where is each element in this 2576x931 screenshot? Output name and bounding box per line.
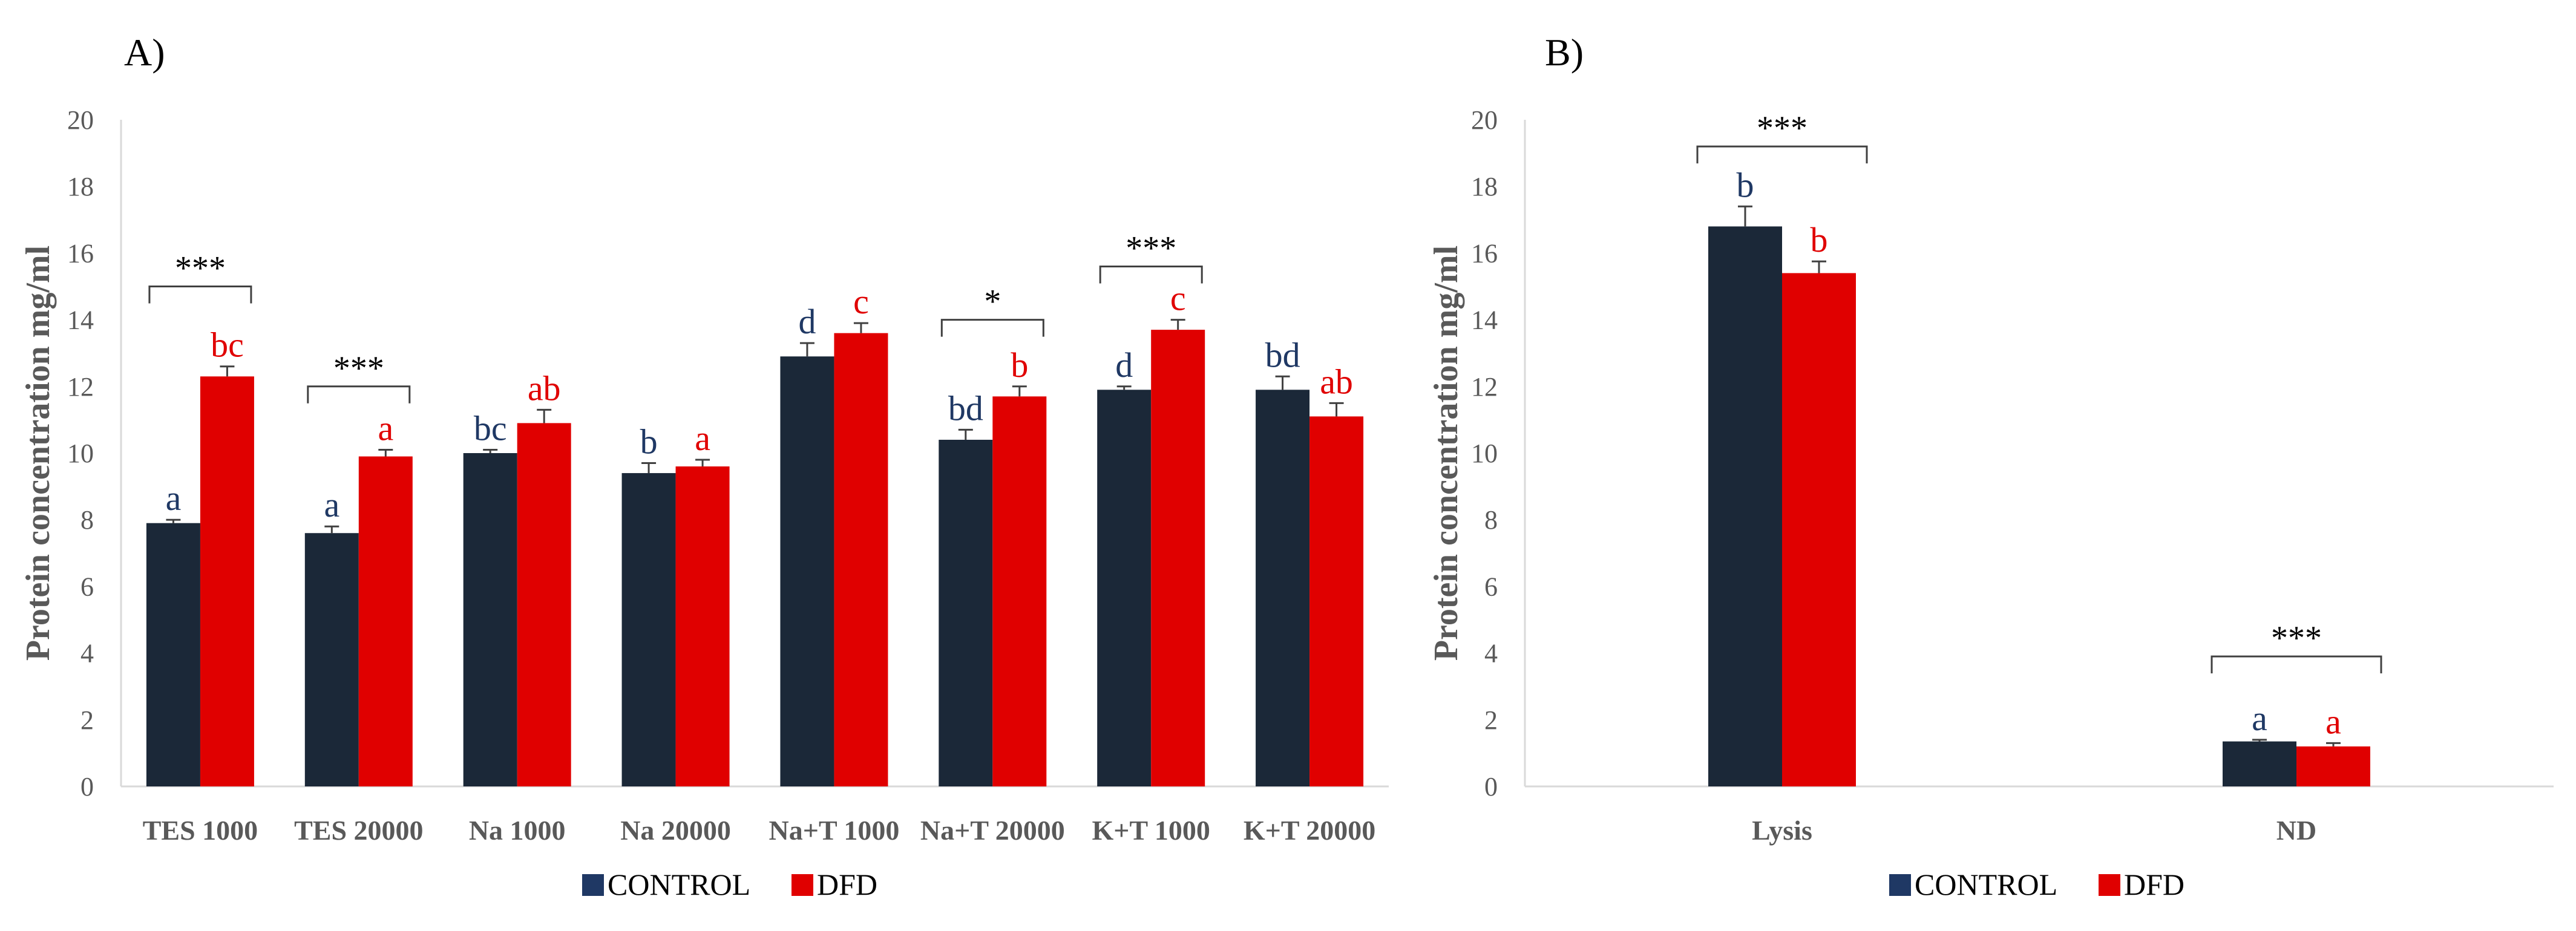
significance-letter: c	[853, 282, 869, 321]
significance-letter: ab	[1320, 362, 1353, 401]
bar-dfd-0	[1782, 273, 1856, 787]
y-tick-label: 20	[67, 105, 94, 135]
bar-control-3	[621, 473, 676, 786]
bar-control-0	[146, 523, 200, 786]
legend-label-dfd: DFD	[817, 867, 877, 901]
y-tick-label: 16	[67, 238, 94, 268]
category-label: Na 1000	[469, 815, 566, 846]
y-tick-label: 20	[1471, 105, 1498, 135]
panel-b: B) 0 2 4 6 8 10 12 14 16 18 20 Protein concentration…	[1427, 31, 2554, 901]
significance-bracket	[307, 385, 411, 403]
significance-letter: bc	[474, 408, 507, 448]
bar-control-4	[780, 356, 834, 786]
legend-label-control: CONTROL	[1915, 867, 2057, 901]
bar-dfd-3	[675, 466, 730, 786]
y-tick-label: 14	[67, 305, 94, 335]
y-tick-label: 14	[1471, 305, 1498, 335]
y-tick-label: 16	[1471, 238, 1498, 268]
significance-letter: a	[2325, 702, 2341, 741]
significance-bracket	[1099, 265, 1203, 284]
category-label: TES 20000	[294, 815, 423, 846]
y-tick-label: 18	[67, 172, 94, 201]
y-tick-label: 10	[1471, 439, 1498, 468]
significance-stars: ***	[2271, 619, 2322, 657]
significance-letter: bc	[211, 325, 244, 365]
panel-label: A)	[124, 31, 165, 74]
significance-stars: ***	[175, 250, 226, 287]
significance-stars: ***	[333, 350, 384, 387]
y-tick-label: 4	[80, 639, 94, 668]
y-tick-label: 18	[1471, 172, 1498, 201]
significance-bracket	[1696, 145, 1868, 164]
legend-swatch-control	[1889, 874, 1911, 896]
significance-bracket	[940, 319, 1044, 337]
category-label: ND	[2276, 815, 2316, 846]
bar-dfd-1	[2296, 746, 2370, 786]
significance-bracket	[148, 286, 252, 304]
bar-control-0	[1708, 226, 1782, 786]
y-tick-label: 12	[1471, 372, 1498, 402]
panel-a: A) 0 2 4 6 8 10 12 14 16 18 20 Protein concentration…	[19, 31, 1389, 901]
bar-control-2	[463, 453, 517, 786]
legend-swatch-control	[582, 874, 604, 896]
panel-label: B)	[1545, 31, 1584, 74]
legend-swatch-dfd	[791, 874, 813, 896]
significance-letter: bd	[948, 388, 983, 428]
significance-letter: a	[695, 419, 710, 458]
y-tick-label: 6	[1484, 572, 1498, 601]
bar-dfd-2	[517, 423, 571, 786]
significance-letter: b	[1011, 345, 1028, 385]
bar-dfd-0	[200, 376, 254, 786]
bar-control-1	[2223, 741, 2296, 786]
y-tick-label: 12	[67, 372, 94, 402]
y-tick-label: 0	[1484, 772, 1498, 802]
bar-control-7	[1256, 390, 1310, 786]
significance-letter: d	[1115, 345, 1133, 385]
category-label: K+T 20000	[1244, 815, 1375, 846]
significance-letter: ab	[528, 368, 561, 408]
y-tick-label: 4	[1484, 639, 1498, 668]
significance-letter: c	[1170, 279, 1186, 318]
significance-letter: bd	[1265, 335, 1300, 374]
category-label: Na 20000	[620, 815, 731, 846]
legend-label-dfd: DFD	[2124, 867, 2184, 901]
bar-control-5	[939, 439, 993, 786]
category-label: Lysis	[1752, 815, 1812, 846]
significance-letter: a	[324, 485, 339, 524]
y-axis-label: Protein concentration mg/ml	[1427, 246, 1465, 661]
significance-letter: d	[798, 302, 816, 341]
category-label: TES 1000	[143, 815, 258, 846]
significance-letter: a	[378, 408, 393, 448]
y-tick-label: 6	[80, 572, 94, 601]
category-label: K+T 1000	[1092, 815, 1210, 846]
bar-control-6	[1097, 390, 1152, 786]
y-tick-label: 2	[80, 705, 94, 735]
legend-swatch-dfd	[2099, 874, 2120, 896]
significance-letter: b	[1811, 220, 1828, 260]
significance-bracket	[2211, 655, 2382, 674]
y-tick-label: 2	[1484, 705, 1498, 735]
category-label: Na+T 20000	[920, 815, 1065, 846]
y-axis-label: Protein concentration mg/ml	[19, 246, 57, 661]
bar-dfd-1	[358, 456, 413, 786]
y-tick-label: 10	[67, 439, 94, 468]
significance-letter: b	[1737, 165, 1754, 204]
significance-letter: b	[640, 422, 658, 462]
significance-letter: a	[2252, 699, 2267, 738]
y-tick-label: 8	[1484, 505, 1498, 535]
bar-dfd-4	[834, 333, 888, 786]
category-label: Na+T 1000	[769, 815, 900, 846]
legend-label-control: CONTROL	[608, 867, 750, 901]
bar-dfd-7	[1309, 416, 1364, 786]
y-tick-label: 8	[80, 505, 94, 535]
y-tick-label: 0	[80, 772, 94, 802]
bar-dfd-6	[1151, 330, 1205, 786]
significance-stars: ***	[1757, 109, 1807, 147]
significance-stars: ***	[1126, 229, 1176, 267]
bar-control-1	[304, 533, 359, 786]
significance-letter: a	[166, 479, 182, 518]
bar-dfd-5	[992, 396, 1047, 786]
significance-stars: *	[984, 283, 1001, 321]
